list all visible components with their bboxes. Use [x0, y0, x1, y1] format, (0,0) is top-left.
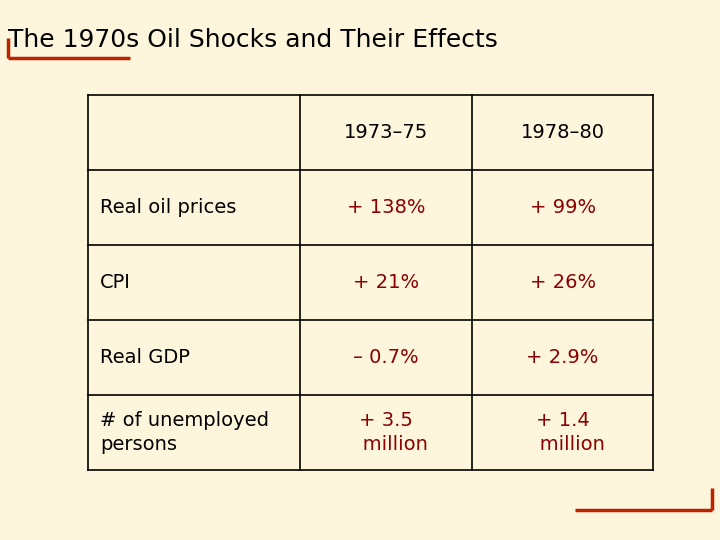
Text: + 21%: + 21%: [353, 273, 419, 292]
Text: # of unemployed
persons: # of unemployed persons: [100, 410, 269, 455]
Text: + 138%: + 138%: [347, 198, 426, 217]
Text: 1973–75: 1973–75: [344, 123, 428, 142]
Text: + 99%: + 99%: [529, 198, 595, 217]
Text: + 1.4
   million: + 1.4 million: [521, 410, 605, 455]
Text: + 26%: + 26%: [529, 273, 595, 292]
Text: Real GDP: Real GDP: [100, 348, 190, 367]
Text: + 2.9%: + 2.9%: [526, 348, 599, 367]
Text: CPI: CPI: [100, 273, 131, 292]
Text: – 0.7%: – 0.7%: [354, 348, 419, 367]
Text: The 1970s Oil Shocks and Their Effects: The 1970s Oil Shocks and Their Effects: [8, 28, 498, 52]
Text: Real oil prices: Real oil prices: [100, 198, 236, 217]
Text: 1978–80: 1978–80: [521, 123, 605, 142]
Text: + 3.5
   million: + 3.5 million: [344, 410, 428, 455]
